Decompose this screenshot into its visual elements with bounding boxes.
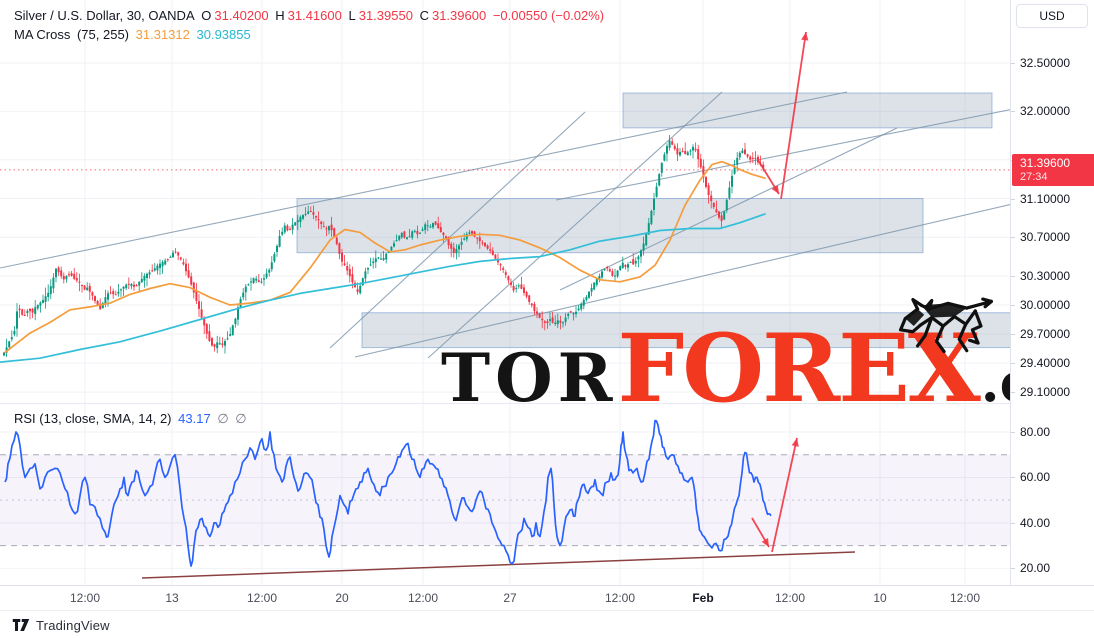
price-zone [622, 92, 993, 129]
time-axis-label: 12:00 [69, 591, 101, 605]
rsi-hidden-value-icon: ∅ [217, 411, 229, 426]
price-axis[interactable]: USD 31.39600 27:34 32.5000032.0000031.50… [1010, 0, 1094, 585]
time-axis-label: 12:00 [246, 591, 278, 605]
axis-tick [1011, 392, 1015, 394]
axis-tick [1011, 477, 1015, 479]
rsi-label[interactable]: RSI (13, close, SMA, 14, 2) [14, 411, 172, 426]
trendline [559, 127, 898, 291]
tradingview-logo[interactable]: TradingView [12, 617, 110, 633]
footer: TradingView [0, 610, 1094, 638]
chart-canvas[interactable] [0, 0, 1010, 585]
price-axis-label: 30.30000 [1020, 268, 1071, 283]
time-axis-label: 27 [503, 591, 517, 605]
rsi-axis-label: 80.00 [1020, 425, 1051, 439]
currency-button[interactable]: USD [1016, 4, 1088, 28]
rsi-trendline [141, 551, 856, 579]
rsi-header: RSI (13, close, SMA, 14, 2) 43.17 ∅ ∅ [14, 411, 250, 427]
close-value: 31.39600 [431, 8, 487, 23]
axis-tick [1011, 237, 1015, 239]
axis-tick [1011, 568, 1015, 570]
ma-cross-header: MA Cross (75, 255) 31.31312 30.93855 [14, 27, 254, 42]
time-axis-label: 12:00 [407, 591, 439, 605]
time-axis-label: 12:00 [604, 591, 636, 605]
price-axis-label: 30.00000 [1020, 298, 1071, 312]
pane-separator[interactable] [0, 403, 1094, 404]
change-value: −0.00550 (−0.02%) [492, 8, 605, 23]
price-axis-label: 30.70000 [1020, 230, 1071, 245]
time-axis-label: 12:00 [949, 591, 981, 605]
axis-tick [1011, 275, 1015, 277]
time-axis-label: 10 [873, 591, 887, 605]
price-axis-label: 32.50000 [1020, 56, 1071, 70]
axis-tick [1011, 63, 1015, 64]
rsi-value: 43.17 [178, 411, 211, 426]
axis-tick [1011, 305, 1015, 306]
tradingview-logo-icon [12, 619, 30, 631]
symbol-title[interactable]: Silver / U.S. Dollar, 30, OANDA [14, 8, 195, 23]
ma-cross-label[interactable]: MA Cross [14, 27, 71, 42]
time-axis[interactable]: 12:00 13 12:00 20 12:00 27 12:00 Feb 12:00 10 12:0… [0, 585, 1094, 611]
brand-name: TradingView [36, 617, 110, 633]
rsi-axis-label: 40.00 [1020, 515, 1051, 530]
price-axis-label: 29.40000 [1020, 356, 1071, 371]
rsi-line [4, 419, 772, 567]
symbol-header: Silver / U.S. Dollar, 30, OANDA O 31.4020… [14, 8, 607, 23]
trendline [354, 203, 1010, 358]
ma-fast-value: 31.31312 [135, 27, 190, 42]
time-axis-label: 12:00 [774, 591, 806, 605]
rsi-axis-label: 20.00 [1020, 561, 1051, 576]
price-axis-label: 29.70000 [1020, 327, 1071, 342]
axis-tick [1011, 432, 1015, 433]
trendline [0, 91, 848, 269]
rsi-axis-label: 60.00 [1020, 470, 1051, 485]
projection-arrow [771, 437, 798, 553]
trendline [555, 109, 1010, 201]
projection-arrow [780, 31, 807, 200]
axis-tick [1011, 111, 1015, 113]
high-label: H [275, 8, 285, 23]
open-value: 31.40200 [214, 8, 269, 23]
candles [3, 134, 765, 358]
price-axis-label: 29.10000 [1020, 385, 1071, 400]
low-label: L [348, 8, 356, 23]
ma-slow-value: 30.93855 [196, 27, 251, 42]
axis-tick [1011, 363, 1015, 365]
axis-tick [1011, 198, 1015, 200]
axis-tick [1011, 522, 1015, 524]
open-label: O [201, 8, 212, 23]
ma-line [0, 213, 766, 363]
high-value: 31.41600 [287, 8, 342, 23]
low-value: 31.39550 [358, 8, 413, 23]
time-axis-label: Feb [692, 591, 714, 605]
price-axis-label: 31.10000 [1020, 191, 1071, 206]
axis-tick [1011, 334, 1015, 336]
bar-countdown: 27:34 [1020, 170, 1048, 183]
close-label: C [419, 8, 429, 23]
time-axis-label: 13 [165, 591, 179, 605]
price-zone [296, 198, 924, 254]
trendline [329, 111, 586, 349]
trendline [427, 91, 723, 359]
rsi-hidden-value-icon: ∅ [235, 411, 247, 426]
ma-cross-params: (75, 255) [76, 27, 130, 42]
last-price-badge: 31.39600 27:34 [1012, 153, 1094, 186]
ma-line [4, 160, 766, 354]
price-axis-label: 32.00000 [1020, 104, 1071, 119]
time-axis-label: 20 [335, 591, 349, 605]
last-price-value: 31.39600 [1020, 155, 1071, 170]
